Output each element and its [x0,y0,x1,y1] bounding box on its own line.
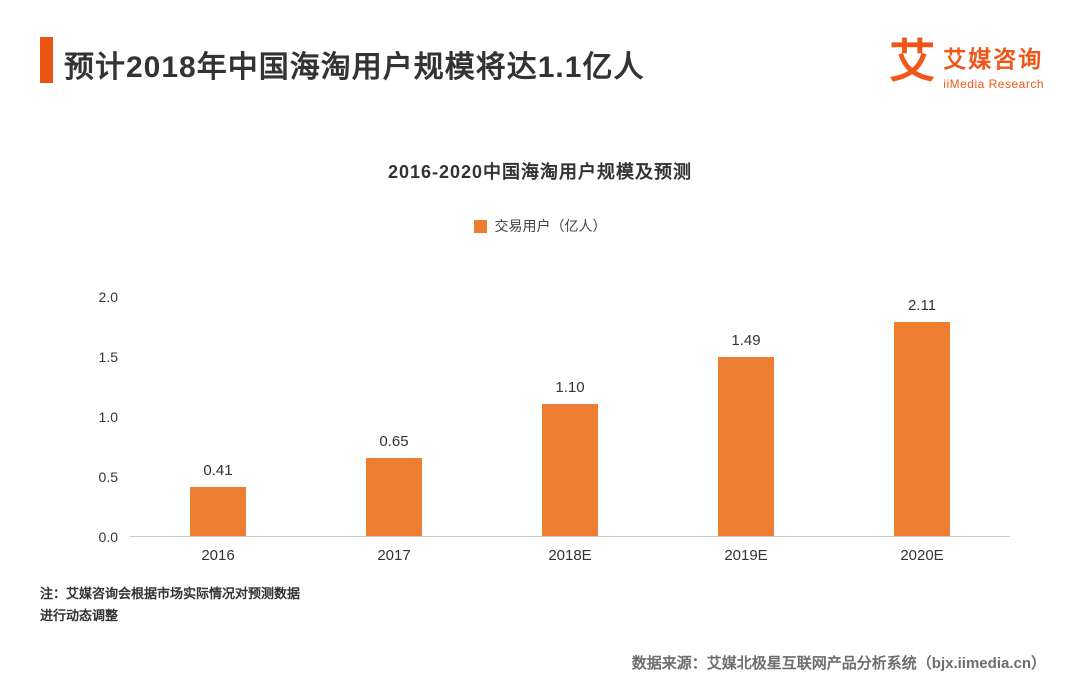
bar [542,404,598,536]
chart-title: 2016-2020中国海淘用户规模及预测 [387,162,693,182]
y-tick-label: 1.0 [98,409,118,425]
data-source: 数据来源：艾媒北极星互联网产品分析系统（bjx.iimedia.cn） [631,655,1046,672]
iimedia-logo-icon: 艾 [889,35,936,87]
bar-group: 0.41 [130,297,306,536]
bar [366,458,422,536]
footnote: 注：艾媒咨询会根据市场实际情况对预测数据 进行动态调整 [40,583,300,627]
bars-row: 0.41 0.65 1.10 1.49 2.11 [130,297,1010,536]
y-tick-label: 2.0 [98,289,118,305]
brand-logo: 艾 艾媒咨询 iiMedia Research [889,36,1044,91]
y-axis: 0.0 0.5 1.0 1.5 2.0 [70,289,118,545]
page-title: 预计2018年中国海淘用户规模将达1.1亿人 [64,51,645,84]
x-tick-label: 2017 [377,547,411,564]
bar-value-label: 0.65 [379,433,409,450]
bar-value-label: 2.11 [907,297,937,314]
bar [190,486,246,536]
title-accent-bar [40,37,53,83]
bar-group: 2.11 [834,297,1010,536]
legend-swatch [473,219,487,233]
y-tick-label: 1.5 [98,349,118,365]
bar-value-label: 1.10 [555,379,585,396]
footnote-line-1: 注：艾媒咨询会根据市场实际情况对预测数据 [40,586,301,601]
bar-group: 1.10 [482,297,658,536]
bar-value-label: 1.49 [731,332,761,350]
brand-text: 艾媒咨询 iiMedia Research [943,36,1044,91]
legend-label: 交易用户（亿人） [494,218,607,234]
x-tick-label: 2016 [201,547,235,564]
bar-group: 0.65 [306,297,482,536]
brand-subtitle: iiMedia Research [943,77,1044,91]
x-tick-label: 2019E [724,547,768,564]
plot-area: 0.41 0.65 1.10 1.49 2.11 [130,297,1010,537]
x-axis-labels: 2016 2017 2018E 2019E 2020E [130,547,1010,564]
footnote-line-2: 进行动态调整 [40,608,119,624]
bar-value-label: 0.41 [203,461,233,479]
y-tick-label: 0.5 [98,469,118,485]
x-tick-label: 2018E [548,547,592,564]
bar [718,357,774,536]
bar [894,322,950,536]
brand-name: 艾媒咨询 [943,46,1044,72]
x-tick-label: 2020E [900,547,944,564]
bar-group: 1.49 [658,297,834,536]
chart-legend: 交易用户（亿人） [0,216,1080,236]
y-tick-label: 0.0 [98,529,118,545]
